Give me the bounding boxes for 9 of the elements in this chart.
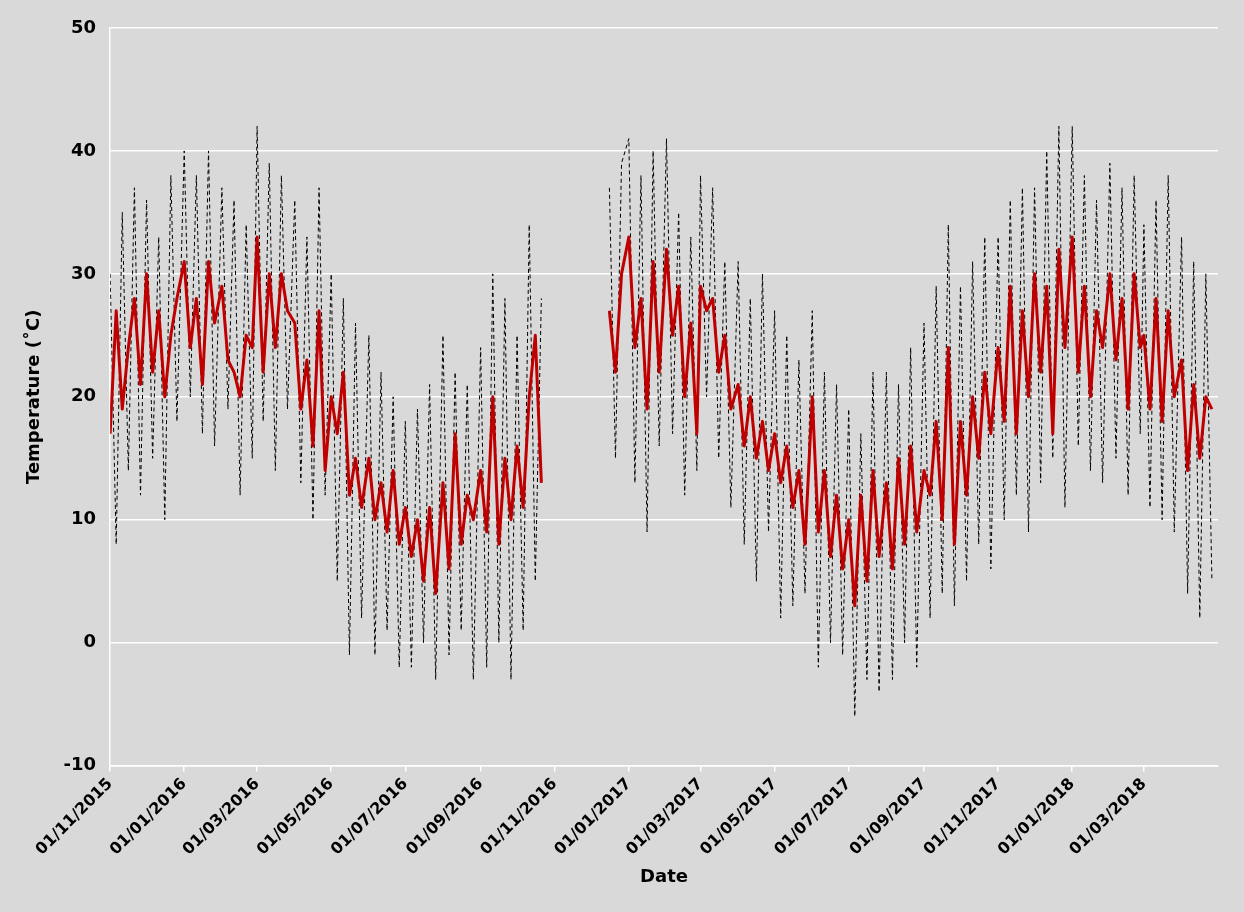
- y-tick-label: 10: [71, 507, 97, 529]
- y-axis-title: Temperature (˚C): [22, 309, 44, 484]
- x-axis-title: Date: [640, 864, 689, 886]
- y-tick-label: 40: [71, 138, 97, 160]
- y-tick-label: 50: [71, 15, 97, 37]
- y-tick-label: 30: [71, 261, 97, 283]
- y-tick-label: 20: [71, 384, 97, 406]
- y-tick-label: -10: [63, 753, 97, 775]
- y-tick-label: 0: [83, 630, 97, 652]
